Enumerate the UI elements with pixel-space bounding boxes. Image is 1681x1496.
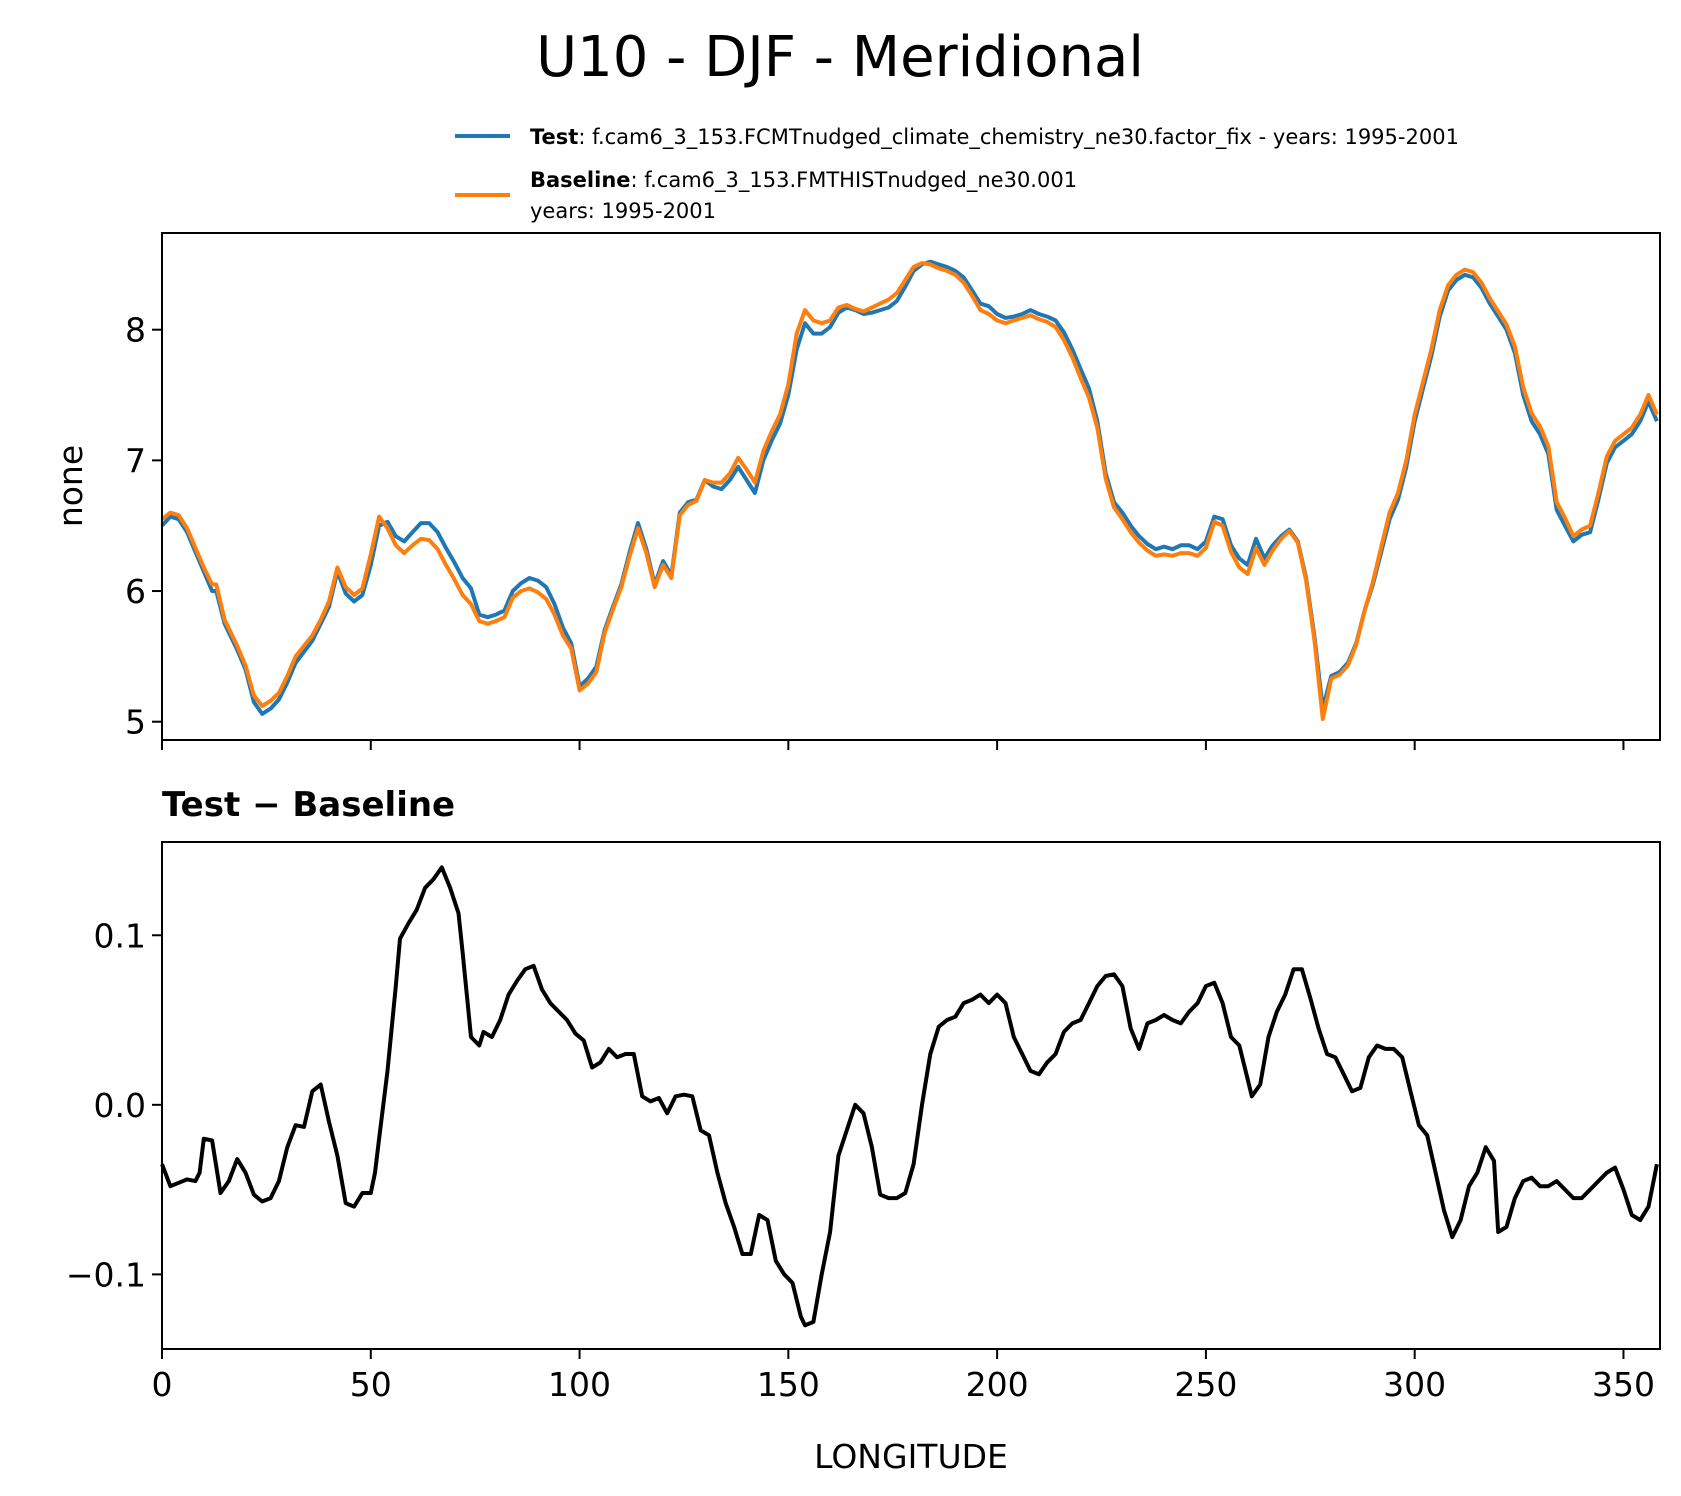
bottom-x-tick-label: 350 [1592,1365,1655,1404]
bottom-series-line-difference [160,865,1659,1328]
bottom-x-tick-label: 200 [966,1365,1029,1404]
bottom-x-tick-label: 150 [757,1365,820,1404]
top-panel: 5 6 7 8 none [51,232,1661,750]
legend-entry-test: Test: f.cam6_3_153.FCMTnudged_climate_ch… [530,125,1459,150]
top-y-axis-label: none [51,445,90,527]
top-series-line-test [160,259,1659,716]
top-y-tick-label: 6 [125,572,146,611]
bottom-y-ticks: −0.1 0.0 0.1 [66,916,162,1294]
bottom-lines [160,865,1659,1328]
bottom-x-tick-label: 100 [548,1365,611,1404]
bottom-y-tick-label: 0.1 [94,916,146,955]
top-series-line-baseline [160,261,1659,722]
legend-text-baseline-years: years: 1995-2001 [530,199,716,223]
bottom-y-tick-label: −0.1 [66,1255,146,1294]
bottom-x-tick-label: 300 [1383,1365,1446,1404]
top-lines [160,259,1659,722]
bottom-x-tick-label: 0 [152,1365,173,1404]
bottom-panel-title: Test − Baseline [162,785,455,825]
bottom-panel: Test − Baseline −0.1 0.0 0.1 0 50 100 150 200 2… [66,785,1661,1476]
legend-text-test: : f.cam6_3_153.FCMTnudged_climate_chemis… [578,125,1459,150]
legend-name-baseline: Baseline [530,168,631,192]
bottom-y-tick-label: 0.0 [94,1086,146,1125]
bottom-x-ticks: 0 50 100 150 200 250 300 350 [152,1349,1655,1404]
legend: Test: f.cam6_3_153.FCMTnudged_climate_ch… [455,125,1459,223]
top-plot-frame [161,232,1661,741]
legend-text-baseline: : f.cam6_3_153.FMTHISTnudged_ne30.001 [631,168,1078,193]
bottom-plot-frame [161,841,1661,1350]
x-axis-label: LONGITUDE [814,1437,1008,1476]
figure-title: U10 - DJF - Meridional [536,25,1144,90]
top-y-tick-label: 8 [125,311,146,350]
legend-entry-baseline: Baseline: f.cam6_3_153.FMTHISTnudged_ne3… [530,168,1077,193]
top-x-ticks [161,740,1625,750]
bottom-x-tick-label: 250 [1174,1365,1237,1404]
bottom-x-tick-label: 50 [350,1365,392,1404]
top-y-tick-label: 5 [125,703,146,742]
top-y-ticks: 5 6 7 8 [125,311,162,742]
legend-name-test: Test [530,125,578,149]
top-y-tick-label: 7 [125,441,146,480]
